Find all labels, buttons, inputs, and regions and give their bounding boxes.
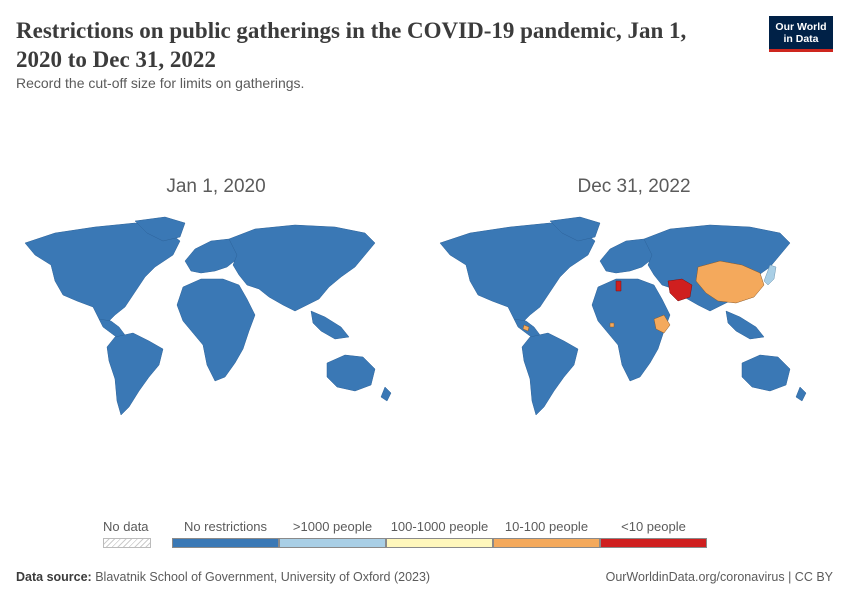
- legend-label-100-1000: 100-1000 people: [390, 519, 489, 534]
- map-region-europe[interactable]: [184, 238, 240, 274]
- map-title-dec-2022: Dec 31, 2022: [577, 176, 691, 197]
- map-region-china[interactable]: [695, 260, 765, 304]
- map-region-africa[interactable]: [176, 278, 256, 382]
- chart-subtitle: Record the cut-off size for limits on ga…: [16, 75, 305, 91]
- map-region-new-zealand[interactable]: [795, 386, 807, 402]
- legend-swatch-no-data[interactable]: [103, 538, 151, 548]
- map-region-south-america[interactable]: [106, 332, 164, 416]
- legend-label-no-data: No data: [103, 519, 149, 534]
- map-region-iran[interactable]: [667, 278, 693, 302]
- legend-swatch-under-10[interactable]: [600, 538, 707, 548]
- map-region-asia[interactable]: [228, 224, 376, 312]
- map-region-japan[interactable]: [763, 264, 777, 286]
- legend-label-over-1000: >1000 people: [292, 519, 373, 534]
- map-region-north-africa-red[interactable]: [615, 280, 622, 292]
- legend-swatch-100-1000[interactable]: [386, 538, 493, 548]
- logo-line-1: Our World: [775, 21, 827, 33]
- map-region-greenland[interactable]: [549, 216, 601, 242]
- map-region-new-zealand[interactable]: [380, 386, 392, 402]
- data-source-label: Data source:: [16, 570, 92, 584]
- legend-label-10-100: 10-100 people: [504, 519, 589, 534]
- chart-title: Restrictions on public gatherings in the…: [16, 18, 687, 72]
- legend-swatch-10-100[interactable]: [493, 538, 600, 548]
- legend-label-no-restrictions: No restrictions: [183, 519, 268, 534]
- data-source-text: Blavatnik School of Government, Universi…: [95, 570, 431, 584]
- map-region-australia[interactable]: [326, 354, 376, 392]
- world-map-jan-2020[interactable]: [15, 215, 415, 430]
- map-title-jan-2020: Jan 1, 2020: [166, 176, 266, 197]
- map-region-south-america[interactable]: [521, 332, 579, 416]
- map-region-africa[interactable]: [591, 278, 671, 382]
- map-region-central-america-orange[interactable]: [522, 324, 530, 332]
- data-source: Data source: Blavatnik School of Governm…: [16, 570, 430, 584]
- map-region-east-africa-horn[interactable]: [653, 314, 671, 334]
- legend-swatch-no-restrictions[interactable]: [172, 538, 279, 548]
- world-map-dec-2022[interactable]: [430, 215, 830, 430]
- map-region-southeast-asia[interactable]: [725, 310, 765, 340]
- map-region-greenland[interactable]: [134, 216, 186, 242]
- logo-line-2: in Data: [783, 33, 819, 45]
- legend-swatch-over-1000[interactable]: [279, 538, 386, 548]
- legend-label-under-10: <10 people: [621, 519, 686, 534]
- owid-logo[interactable]: Our World in Data: [769, 16, 833, 52]
- map-region-australia[interactable]: [741, 354, 791, 392]
- map-region-southeast-asia[interactable]: [310, 310, 350, 340]
- map-region-europe[interactable]: [599, 238, 655, 274]
- map-region-west-africa-orange[interactable]: [609, 322, 615, 328]
- source-link[interactable]: OurWorldinData.org/coronavirus | CC BY: [605, 570, 833, 584]
